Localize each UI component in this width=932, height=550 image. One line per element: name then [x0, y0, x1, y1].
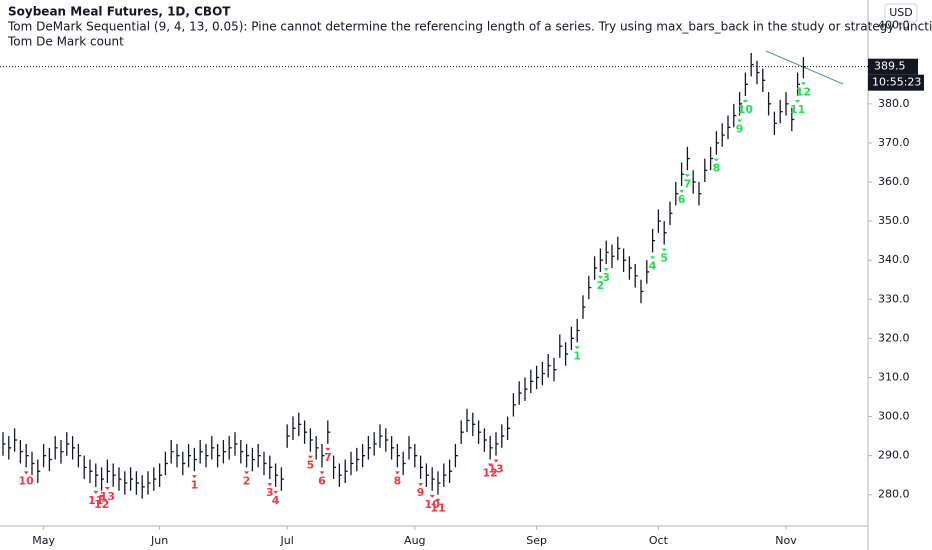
td-count: 7	[324, 451, 332, 464]
x-tick-label: Jun	[150, 534, 168, 547]
td-count: 6	[678, 193, 686, 206]
td-arrow	[319, 471, 325, 475]
x-tick-label: Sep	[526, 534, 547, 547]
y-tick-label: 280.0	[878, 488, 910, 501]
y-tick-label: 290.0	[878, 449, 910, 462]
td-arrow	[650, 256, 656, 260]
td-arrow	[307, 455, 313, 459]
td-count: 7	[684, 177, 692, 190]
td-arrow	[737, 119, 743, 123]
td-count: 10	[19, 474, 35, 487]
td-arrow	[679, 189, 685, 193]
td-count: 9	[417, 486, 425, 499]
td-count: 4	[649, 259, 657, 272]
last-price-box	[868, 58, 918, 75]
y-tick-label: 340.0	[878, 253, 910, 266]
td-count: 10	[738, 103, 754, 116]
td-count: 12	[796, 85, 811, 98]
td-arrow	[661, 248, 667, 252]
td-arrow	[267, 483, 273, 487]
td-count: 11	[790, 103, 805, 116]
chart-title: Soybean Meal Futures, 1D, CBOT	[8, 5, 231, 19]
td-arrow	[23, 471, 29, 475]
td-arrow	[597, 275, 603, 279]
td-count: 2	[597, 279, 605, 292]
td-count: 12	[94, 498, 109, 511]
y-tick-label: 350.0	[878, 214, 910, 227]
td-arrow	[244, 471, 250, 475]
td-arrow	[429, 494, 435, 498]
y-tick-label: 320.0	[878, 331, 910, 344]
td-arrow	[800, 82, 806, 86]
td-arrow	[99, 494, 105, 498]
td-count: 13	[100, 490, 115, 503]
td-arrow	[603, 268, 609, 272]
td-arrow	[713, 158, 719, 162]
td-count: 3	[602, 271, 610, 284]
y-tick-label: 330.0	[878, 292, 910, 305]
td-arrow	[684, 174, 690, 178]
td-count: 11	[430, 502, 445, 515]
td-count: 1	[191, 478, 199, 491]
td-arrow	[493, 459, 499, 463]
td-count: 11	[88, 494, 103, 507]
td-arrow	[795, 100, 801, 103]
y-tick-label: 300.0	[878, 410, 910, 423]
td-count: 10	[425, 498, 441, 511]
td-arrow	[273, 490, 279, 494]
trend-line	[765, 50, 844, 85]
y-tick-label: 360.0	[878, 175, 910, 188]
currency-box[interactable]	[884, 3, 918, 23]
td-count: 1	[573, 349, 581, 362]
td-arrow	[394, 471, 400, 475]
indicator-name: Tom De Mark count	[7, 35, 124, 49]
x-tick-label: Aug	[404, 534, 425, 547]
indicator-error: Tom DeMark Sequential (9, 4, 13, 0.05): …	[7, 20, 932, 34]
td-count: 8	[394, 474, 402, 487]
td-count: 9	[736, 123, 744, 136]
td-arrow	[742, 100, 748, 103]
td-count: 12	[483, 467, 498, 480]
td-arrow	[487, 463, 493, 467]
x-tick-label: Oct	[649, 534, 669, 547]
last-price-label: 389.5	[874, 60, 906, 73]
td-count: 3	[266, 486, 274, 499]
td-arrow	[435, 498, 441, 502]
x-tick-label: May	[32, 534, 55, 547]
td-count: 6	[318, 474, 326, 487]
y-tick-label: 370.0	[878, 136, 910, 149]
td-count: 8	[713, 162, 721, 175]
countdown-box	[868, 74, 924, 91]
td-count: 13	[488, 463, 503, 476]
td-arrow	[93, 490, 99, 494]
x-tick-label: Nov	[775, 534, 797, 547]
currency[interactable]: USD	[889, 6, 913, 19]
td-count: 4	[272, 494, 280, 507]
countdown-label: 10:55:23	[872, 76, 921, 89]
td-count: 5	[660, 252, 668, 265]
td-arrow	[325, 447, 331, 451]
td-arrow	[418, 483, 424, 487]
x-tick-label: Jul	[280, 534, 294, 547]
td-arrow	[104, 487, 110, 490]
td-count: 2	[243, 474, 251, 487]
td-count: 5	[307, 459, 315, 472]
td-arrow	[574, 346, 580, 350]
td-arrow	[191, 475, 197, 479]
y-tick-label: 400.0	[878, 19, 910, 32]
y-tick-label: 380.0	[878, 97, 910, 110]
y-tick-label: 310.0	[878, 370, 910, 383]
